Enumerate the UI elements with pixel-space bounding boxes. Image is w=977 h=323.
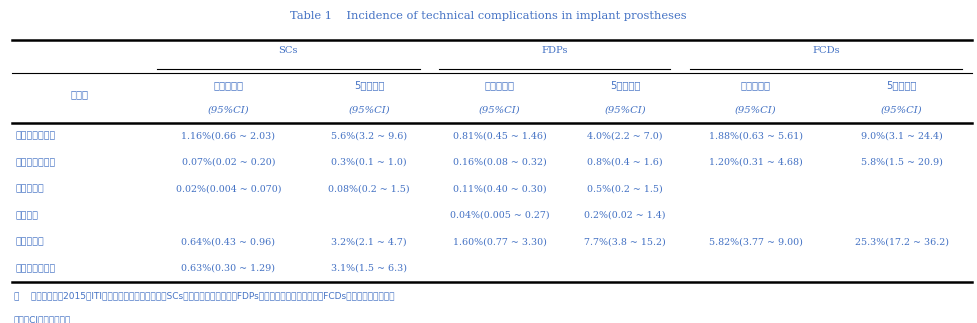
- Text: 每年发生率: 每年发生率: [485, 80, 515, 90]
- Text: (95%CI): (95%CI): [479, 106, 521, 114]
- Text: 5.6%(3.2 ~ 9.6): 5.6%(3.2 ~ 9.6): [331, 131, 407, 141]
- Text: 0.8%(0.4 ~ 1.6): 0.8%(0.4 ~ 1.6): [587, 158, 662, 167]
- Text: (95%CI): (95%CI): [349, 106, 390, 114]
- Text: 5.8%(1.5 ~ 20.9): 5.8%(1.5 ~ 20.9): [861, 158, 943, 167]
- Text: Table 1    Incidence of technical complications in implant prostheses: Table 1 Incidence of technical complicat…: [290, 11, 687, 21]
- Text: 0.2%(0.02 ~ 1.4): 0.2%(0.02 ~ 1.4): [584, 211, 665, 220]
- Text: 基台或螺丝折断: 基台或螺丝折断: [16, 158, 56, 167]
- Text: 种植体折断: 种植体折断: [16, 184, 44, 193]
- Text: 0.63%(0.30 ~ 1.29): 0.63%(0.30 ~ 1.29): [182, 264, 276, 273]
- Text: 5年发生率: 5年发生率: [610, 80, 640, 90]
- Text: 1.16%(0.66 ~ 2.03): 1.16%(0.66 ~ 2.03): [182, 131, 276, 141]
- Text: 0.3%(0.1 ~ 1.0): 0.3%(0.1 ~ 1.0): [331, 158, 407, 167]
- Text: 3.2%(2.1 ~ 4.7): 3.2%(2.1 ~ 4.7): [331, 237, 407, 246]
- Text: 每年发生率: 每年发生率: [213, 80, 243, 90]
- Text: (95%CI): (95%CI): [735, 106, 777, 114]
- Text: 0.5%(0.2 ~ 1.5): 0.5%(0.2 ~ 1.5): [587, 184, 662, 193]
- Text: (95%CI): (95%CI): [207, 106, 249, 114]
- Text: SCs: SCs: [278, 46, 298, 55]
- Text: (95%CI): (95%CI): [881, 106, 922, 114]
- Text: 支架折断: 支架折断: [16, 211, 39, 220]
- Text: 0.07%(0.02 ~ 0.20): 0.07%(0.02 ~ 0.20): [182, 158, 276, 167]
- Text: 0.04%(0.005 ~ 0.27): 0.04%(0.005 ~ 0.27): [450, 211, 549, 220]
- Text: 5年发生率: 5年发生率: [354, 80, 384, 90]
- Text: 7.7%(3.8 ~ 15.2): 7.7%(3.8 ~ 15.2): [584, 237, 666, 246]
- Text: 3.1%(1.5 ~ 6.3): 3.1%(1.5 ~ 6.3): [331, 264, 407, 273]
- Text: 义齿；CI：置信区间。: 义齿；CI：置信区间。: [14, 315, 71, 323]
- Text: 1.60%(0.77 ~ 3.30): 1.60%(0.77 ~ 3.30): [452, 237, 547, 246]
- Text: 每年发生率: 每年发生率: [741, 80, 771, 90]
- Text: FCDs: FCDs: [812, 46, 840, 55]
- Text: 0.08%(0.2 ~ 1.5): 0.08%(0.2 ~ 1.5): [328, 184, 410, 193]
- Text: 9.0%(3.1 ~ 24.4): 9.0%(3.1 ~ 24.4): [861, 131, 943, 141]
- Text: 25.3%(17.2 ~ 36.2): 25.3%(17.2 ~ 36.2): [855, 237, 949, 246]
- Text: 注    该表总结源于2015年ITI共识会议的文献综述回顾。SCs：种植体支持的单冠；FDPs：种植体支持的多单位桥；FCDs：种植体支持的全口: 注 该表总结源于2015年ITI共识会议的文献综述回顾。SCs：种植体支持的单冠…: [14, 292, 394, 301]
- Text: FDPs: FDPs: [541, 46, 568, 55]
- Text: 基台或螺丝松动: 基台或螺丝松动: [16, 131, 56, 141]
- Text: 0.64%(0.43 ~ 0.96): 0.64%(0.43 ~ 0.96): [182, 237, 276, 246]
- Text: (95%CI): (95%CI): [604, 106, 646, 114]
- Text: 1.20%(0.31 ~ 4.68): 1.20%(0.31 ~ 4.68): [708, 158, 802, 167]
- Text: 修复体崩瓷: 修复体崩瓷: [16, 237, 44, 246]
- Text: 0.81%(0.45 ~ 1.46): 0.81%(0.45 ~ 1.46): [453, 131, 546, 141]
- Text: 0.11%(0.40 ~ 0.30): 0.11%(0.40 ~ 0.30): [453, 184, 546, 193]
- Text: 1.88%(0.63 ~ 5.61): 1.88%(0.63 ~ 5.61): [708, 131, 802, 141]
- Text: 0.02%(0.004 ~ 0.070): 0.02%(0.004 ~ 0.070): [176, 184, 281, 193]
- Text: 并发症: 并发症: [70, 89, 89, 99]
- Text: 0.16%(0.08 ~ 0.32): 0.16%(0.08 ~ 0.32): [453, 158, 546, 167]
- Text: 4.0%(2.2 ~ 7.0): 4.0%(2.2 ~ 7.0): [587, 131, 662, 141]
- Text: 修复体固位丧失: 修复体固位丧失: [16, 264, 56, 273]
- Text: 5年发生率: 5年发生率: [886, 80, 916, 90]
- Text: 5.82%(3.77 ~ 9.00): 5.82%(3.77 ~ 9.00): [708, 237, 802, 246]
